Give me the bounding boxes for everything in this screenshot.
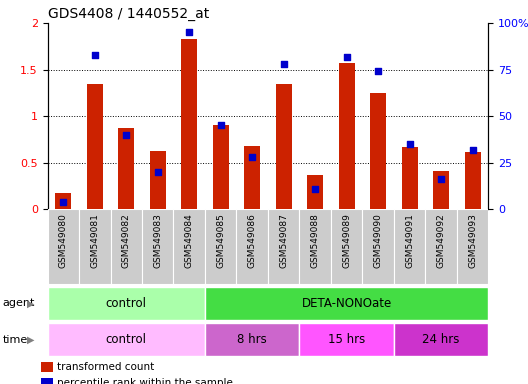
Point — [406, 141, 414, 147]
Bar — [244, 146, 260, 209]
Point — [468, 147, 477, 153]
Bar — [299, 209, 331, 284]
Text: GSM549088: GSM549088 — [310, 213, 319, 268]
Text: GSM549082: GSM549082 — [122, 213, 131, 268]
Text: GSM549091: GSM549091 — [405, 213, 414, 268]
Text: GSM549083: GSM549083 — [153, 213, 162, 268]
Text: GSM549084: GSM549084 — [185, 213, 194, 268]
Text: ▶: ▶ — [27, 335, 34, 345]
Bar — [110, 209, 142, 284]
Text: control: control — [106, 297, 147, 310]
Bar — [213, 126, 229, 209]
Bar — [370, 93, 386, 209]
Text: GDS4408 / 1440552_at: GDS4408 / 1440552_at — [48, 7, 209, 21]
Text: ▶: ▶ — [27, 298, 34, 308]
Bar — [205, 209, 237, 284]
Bar — [237, 209, 268, 284]
Bar — [394, 209, 426, 284]
Text: 8 hrs: 8 hrs — [238, 333, 267, 346]
Point — [374, 68, 382, 74]
Text: GSM549086: GSM549086 — [248, 213, 257, 268]
Text: percentile rank within the sample: percentile rank within the sample — [58, 378, 233, 384]
Bar — [48, 209, 79, 284]
Text: 15 hrs: 15 hrs — [328, 333, 365, 346]
Bar — [465, 152, 480, 209]
Bar — [433, 171, 449, 209]
Bar — [48, 323, 205, 356]
Bar — [87, 84, 102, 209]
Bar — [457, 209, 488, 284]
Bar — [362, 209, 394, 284]
Point — [154, 169, 162, 175]
Point — [122, 132, 130, 138]
Bar — [339, 63, 355, 209]
Bar — [402, 147, 418, 209]
Text: GSM549087: GSM549087 — [279, 213, 288, 268]
Bar — [118, 128, 134, 209]
Bar — [41, 362, 53, 372]
Point — [90, 51, 99, 58]
Point — [216, 122, 225, 129]
Text: 24 hrs: 24 hrs — [422, 333, 460, 346]
Bar — [41, 378, 53, 384]
Bar — [307, 175, 323, 209]
Bar — [205, 287, 488, 320]
Bar — [55, 192, 71, 209]
Bar — [268, 209, 299, 284]
Bar — [142, 209, 174, 284]
Bar — [79, 209, 110, 284]
Text: GSM549080: GSM549080 — [59, 213, 68, 268]
Bar — [48, 287, 205, 320]
Bar — [394, 323, 488, 356]
Point — [437, 176, 446, 182]
Text: agent: agent — [3, 298, 35, 308]
Text: GSM549085: GSM549085 — [216, 213, 225, 268]
Text: control: control — [106, 333, 147, 346]
Point — [279, 61, 288, 67]
Bar — [299, 323, 394, 356]
Text: transformed count: transformed count — [58, 362, 155, 372]
Text: GSM549081: GSM549081 — [90, 213, 99, 268]
Bar — [331, 209, 362, 284]
Bar — [276, 84, 291, 209]
Bar — [205, 323, 299, 356]
Bar — [181, 39, 197, 209]
Bar — [150, 151, 166, 209]
Text: time: time — [3, 335, 28, 345]
Point — [185, 29, 193, 35]
Bar — [174, 209, 205, 284]
Text: GSM549092: GSM549092 — [437, 213, 446, 268]
Bar — [426, 209, 457, 284]
Point — [311, 186, 319, 192]
Point — [343, 53, 351, 60]
Point — [248, 154, 257, 160]
Text: GSM549093: GSM549093 — [468, 213, 477, 268]
Text: DETA-NONOate: DETA-NONOate — [301, 297, 392, 310]
Text: GSM549089: GSM549089 — [342, 213, 351, 268]
Text: GSM549090: GSM549090 — [374, 213, 383, 268]
Point — [59, 199, 68, 205]
